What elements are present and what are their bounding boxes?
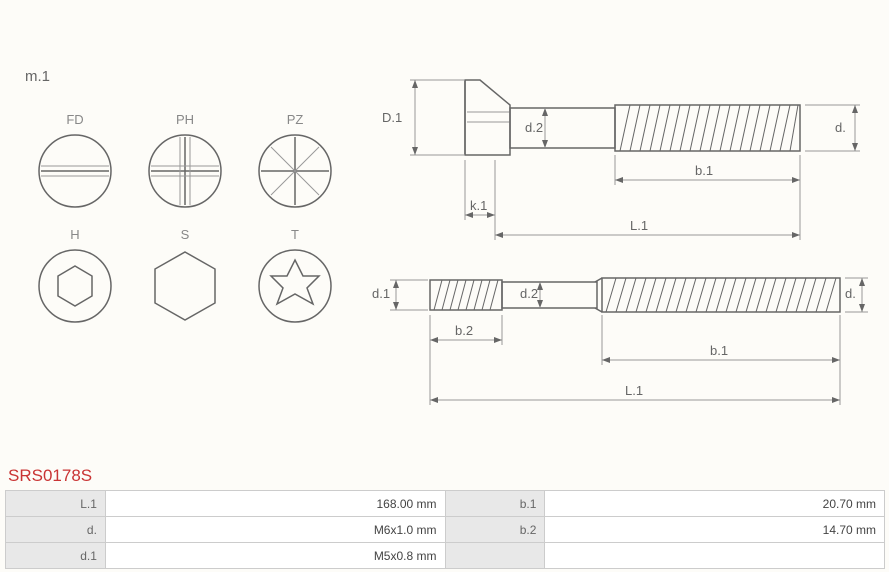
spec-label: d.1 <box>6 543 106 569</box>
drive-label: H <box>70 227 79 242</box>
spec-value: M6x1.0 mm <box>105 517 445 543</box>
diagram-area: m.1 FD PH PZ H S <box>0 0 889 450</box>
dim-b1-bot: b.1 <box>710 343 728 358</box>
drive-ph: PH <box>145 112 225 209</box>
drive-label: T <box>291 227 299 242</box>
spec-value: 20.70 mm <box>545 491 885 517</box>
section-label: m.1 <box>25 68 50 85</box>
drive-label: FD <box>66 112 83 127</box>
spec-value: 168.00 mm <box>105 491 445 517</box>
drive-label: PH <box>176 112 194 127</box>
dim-k1: k.1 <box>470 198 487 213</box>
drive-label: PZ <box>287 112 304 127</box>
spec-label: d. <box>6 517 106 543</box>
stud-bottom-view: d.1 d.2 d. b.2 b.1 L.1 <box>372 278 868 405</box>
drive-h: H <box>35 227 115 324</box>
table-row: d.1 M5x0.8 mm <box>6 543 885 569</box>
dim-d-bot: d. <box>845 286 856 301</box>
torx-drive-icon <box>257 248 333 324</box>
dim-L1-top: L.1 <box>630 218 648 233</box>
drive-t: T <box>255 227 335 324</box>
pozidriv-drive-icon <box>257 133 333 209</box>
spec-value: M5x0.8 mm <box>105 543 445 569</box>
dim-d2-top: d.2 <box>525 120 543 135</box>
drive-pz: PZ <box>255 112 335 209</box>
table-row: L.1 168.00 mm b.1 20.70 mm <box>6 491 885 517</box>
spec-label <box>445 543 545 569</box>
spec-label: L.1 <box>6 491 106 517</box>
part-number-title: SRS0178S <box>8 466 92 486</box>
spec-value <box>545 543 885 569</box>
drive-type-grid: FD PH PZ H S T <box>35 112 335 342</box>
spec-value: 14.70 mm <box>545 517 885 543</box>
dim-d2-bot: d.2 <box>520 286 538 301</box>
table-row: d. M6x1.0 mm b.2 14.70 mm <box>6 517 885 543</box>
dim-L1-bot: L.1 <box>625 383 643 398</box>
dim-D1: D.1 <box>382 110 402 125</box>
dim-d-top: d. <box>835 120 846 135</box>
flat-drive-icon <box>37 133 113 209</box>
hex-external-icon <box>147 248 223 324</box>
dim-b1-top: b.1 <box>695 163 713 178</box>
drive-fd: FD <box>35 112 115 209</box>
phillips-drive-icon <box>147 133 223 209</box>
dim-b2: b.2 <box>455 323 473 338</box>
drive-label: S <box>181 227 190 242</box>
spec-label: b.1 <box>445 491 545 517</box>
hex-socket-icon <box>37 248 113 324</box>
spec-label: b.2 <box>445 517 545 543</box>
technical-drawings: D.1 d.2 d. k.1 b.1 L.1 <box>370 60 870 410</box>
screw-top-view: D.1 d.2 d. k.1 b.1 L.1 <box>382 80 860 240</box>
dim-d1-bot: d.1 <box>372 286 390 301</box>
drive-s: S <box>145 227 225 324</box>
specifications-table: L.1 168.00 mm b.1 20.70 mm d. M6x1.0 mm … <box>5 490 885 569</box>
